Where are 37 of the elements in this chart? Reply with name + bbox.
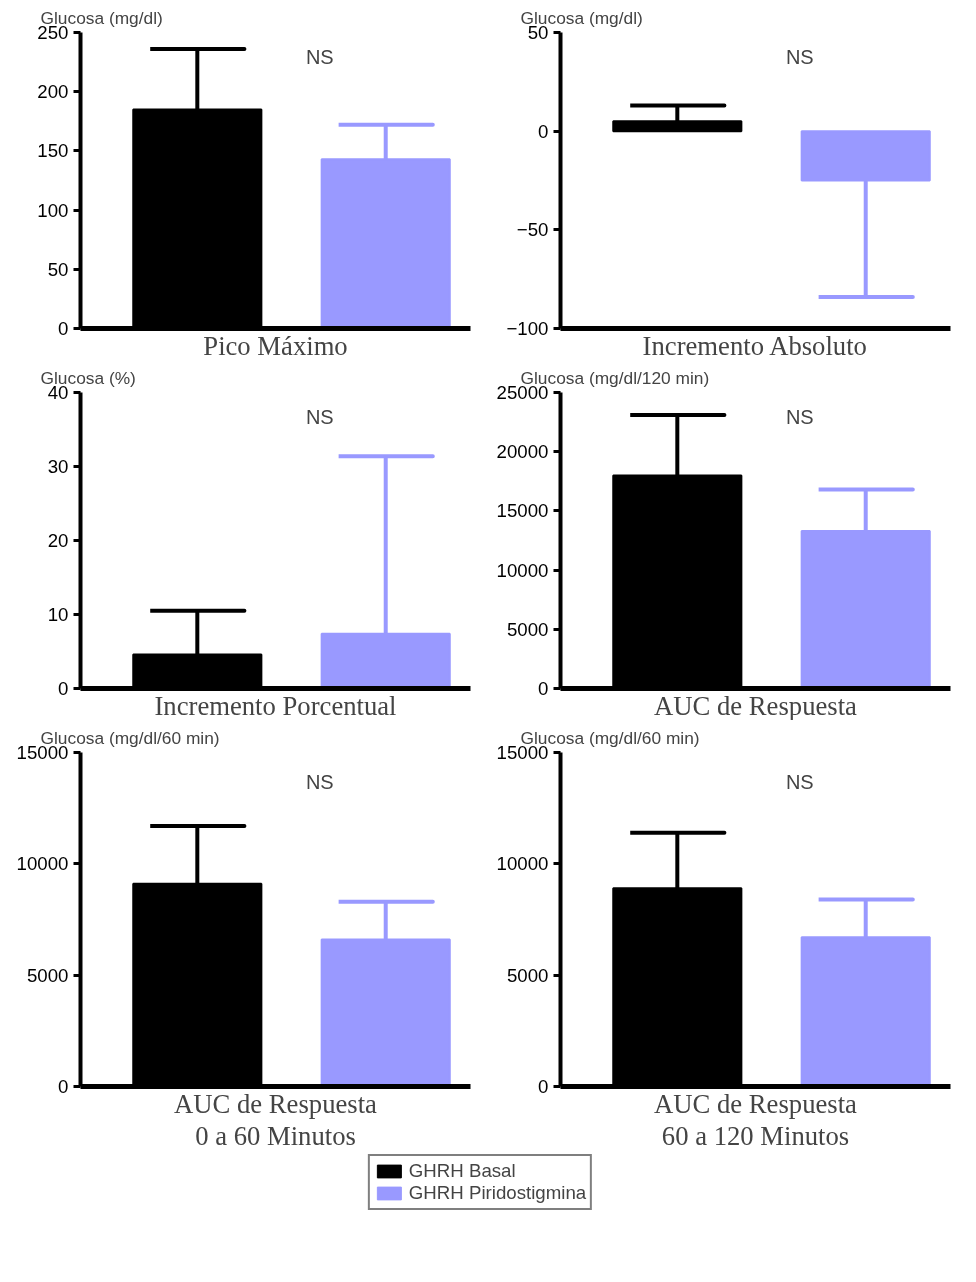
y-tick-label: 20000 xyxy=(496,441,549,463)
x-axis-title: Incremento Porcentual xyxy=(154,690,397,721)
y-tick-label: −50 xyxy=(516,219,549,241)
x-axis-title: AUC de Respuesta xyxy=(654,690,858,721)
annotation: NS xyxy=(785,406,814,429)
y-tick-label: 0 xyxy=(538,678,549,699)
annotation: NS xyxy=(785,770,814,793)
legend-label: GHRH Piridostigmina xyxy=(408,1182,587,1204)
y-tick-label: 0 xyxy=(58,678,69,699)
y-tick-label: 50 xyxy=(47,258,69,280)
legend-label: GHRH Basal xyxy=(408,1160,516,1182)
y-tick-label: 30 xyxy=(47,456,69,477)
y-tick-label: 5000 xyxy=(507,964,549,986)
y-tick-label: 20 xyxy=(47,530,69,551)
y-tick-label: 100 xyxy=(37,199,69,221)
y-tick-label: 10 xyxy=(47,604,69,625)
y-tick-label: 0 xyxy=(538,1076,549,1097)
y-tick-label: 10000 xyxy=(496,853,549,875)
x-axis-title: Pico Máximo xyxy=(203,330,348,361)
y-tick-label: 0 xyxy=(58,1076,69,1097)
y-tick-label: 0 xyxy=(58,318,69,339)
annotation: NS xyxy=(305,770,334,793)
y-tick-label: 200 xyxy=(37,81,69,103)
y-tick-label: 5000 xyxy=(27,964,69,986)
y-tick-label: −100 xyxy=(506,318,549,339)
x-axis-title: AUC de Respuesta 0 a 60 Minutos xyxy=(174,1088,378,1151)
x-axis-title: AUC de Respuesta 60 a 120 Minutos xyxy=(654,1088,858,1151)
y-tick-label: 150 xyxy=(37,140,69,162)
y-tick-label: 10000 xyxy=(16,853,69,875)
y-tick-label: 5000 xyxy=(507,618,549,640)
y-tick-label: 10000 xyxy=(496,559,549,581)
annotation: NS xyxy=(305,406,334,429)
x-axis-title: Incremento Absoluto xyxy=(642,330,867,361)
annotation: NS xyxy=(305,46,334,69)
annotation: NS xyxy=(785,46,814,69)
y-tick-label: 15000 xyxy=(496,500,549,522)
y-tick-label: 0 xyxy=(538,120,549,142)
